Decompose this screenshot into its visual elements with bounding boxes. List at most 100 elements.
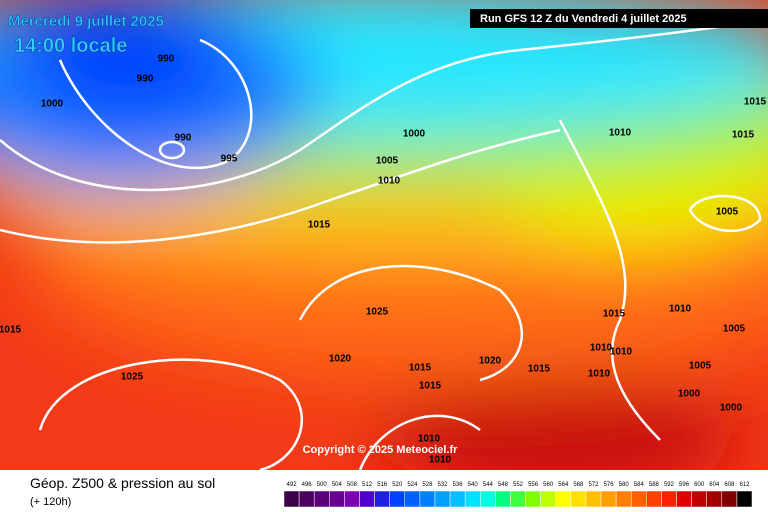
isobars (0, 18, 768, 472)
isobar-label: 1010 (610, 347, 633, 358)
isobar-label: 990 (175, 133, 192, 144)
run-info: Run GFS 12 Z du Vendredi 4 juillet 2025 (480, 13, 687, 25)
isobar-label: 1010 (609, 128, 632, 139)
legend-label: 600 (694, 482, 705, 488)
legend-swatch (389, 490, 406, 508)
isobar-label: 1010 (418, 434, 441, 445)
footer-lead: (+ 120h) (30, 496, 71, 508)
legend-label: 544 (483, 482, 494, 488)
legend-swatch (434, 490, 451, 508)
legend-label: 504 (332, 482, 343, 488)
legend-swatch (646, 490, 662, 508)
legend-label: 524 (407, 482, 418, 488)
legend-label: 492 (287, 482, 298, 488)
legend-label: 576 (604, 482, 615, 488)
legend-swatch (329, 490, 345, 508)
isobar-label: 1010 (429, 455, 452, 466)
isobar-label: 1010 (378, 176, 401, 187)
isobar-label: 1020 (329, 354, 352, 365)
isobar-label: 1000 (720, 403, 743, 414)
legend-label: 596 (679, 482, 690, 488)
isobar-label: 1000 (678, 389, 701, 400)
legend-swatch (691, 490, 707, 508)
legend-label: 512 (362, 482, 373, 488)
isobar-label: 1005 (716, 207, 739, 218)
legend-swatch (510, 490, 526, 508)
legend-swatch (555, 490, 572, 508)
legend-swatch (404, 490, 421, 508)
legend-swatch (615, 490, 632, 508)
isobar-label: 1010 (590, 343, 613, 354)
legend-label: 564 (558, 482, 569, 488)
legend-swatch (495, 490, 511, 508)
isobar-label: 1010 (669, 304, 692, 315)
legend-swatch (736, 490, 753, 508)
isobar-label: 1015 (419, 381, 442, 392)
copyright: Copyright © 2025 Meteociel.fr (303, 444, 459, 456)
legend-swatch (600, 490, 617, 508)
isobar-label: 1015 (732, 130, 755, 141)
legend-swatch (359, 490, 375, 508)
isobar-label: 1010 (588, 369, 611, 380)
legend-swatch (449, 490, 466, 508)
forecast-time: 14:00 locale (14, 35, 127, 57)
legend-label: 500 (317, 482, 328, 488)
legend-label: 588 (649, 482, 660, 488)
isobar-label: 1015 (308, 220, 331, 231)
legend-label: 548 (498, 482, 509, 488)
legend-label: 552 (513, 482, 524, 488)
legend-swatch (298, 490, 315, 508)
legend-swatch (313, 490, 330, 508)
legend-label: 604 (709, 482, 720, 488)
isobar-label: 990 (137, 74, 154, 85)
run-banner (470, 9, 768, 28)
legend-swatch (676, 490, 692, 508)
legend-swatch (525, 490, 541, 508)
legend-label: 532 (438, 482, 449, 488)
legend-label: 560 (543, 482, 554, 488)
isobar-label: 1015 (528, 364, 551, 375)
legend-swatch (464, 490, 481, 508)
isobar-label: 1015 (744, 97, 767, 108)
isobar-label: 1000 (403, 129, 426, 140)
legend-label: 556 (528, 482, 539, 488)
legend-label: 540 (468, 482, 479, 488)
isobar-label: 1025 (121, 372, 144, 383)
footer-title: Géop. Z500 & pression au sol (30, 475, 215, 491)
color-legend: 492 496 500 504 508 512 516 520 524 528 532 536 540 5… (283, 482, 753, 508)
isobar-labels: 990 990 1000 990 995 1000 1005 1010 1015 1025 1020… (0, 54, 767, 466)
legend-swatch (480, 490, 496, 508)
isobar-label: 1015 (603, 309, 626, 320)
legend-swatch (419, 490, 436, 508)
geopotential-field (0, 0, 768, 500)
isobar-label: 1020 (479, 356, 502, 367)
legend-label: 516 (377, 482, 388, 488)
legend-swatch (661, 490, 677, 508)
legend-label: 584 (634, 482, 645, 488)
legend-swatch (706, 490, 723, 508)
legend-label: 572 (588, 482, 599, 488)
legend-swatch (344, 490, 360, 508)
legend-swatch (374, 490, 390, 508)
isobar-label: 1015 (409, 363, 432, 374)
legend-label: 528 (422, 482, 433, 488)
legend-swatch (585, 490, 602, 508)
isobar-label: 1005 (689, 361, 712, 372)
legend-label: 592 (664, 482, 675, 488)
legend-label: 612 (739, 482, 750, 488)
isobar-label: 990 (158, 54, 175, 65)
legend-swatch (283, 490, 300, 508)
legend-swatch (721, 490, 738, 508)
legend-swatch (630, 490, 647, 508)
legend-label: 608 (724, 482, 735, 488)
isobar-label: 1025 (366, 307, 389, 318)
legend-label: 508 (347, 482, 358, 488)
isobar-label: 1005 (376, 156, 399, 167)
legend-label: 568 (573, 482, 584, 488)
legend-swatch (540, 490, 556, 508)
isobar-label: 1015 (0, 325, 22, 336)
legend-swatch (570, 490, 587, 508)
isobar-label: 995 (221, 154, 238, 165)
isobar-label: 1000 (41, 99, 64, 110)
